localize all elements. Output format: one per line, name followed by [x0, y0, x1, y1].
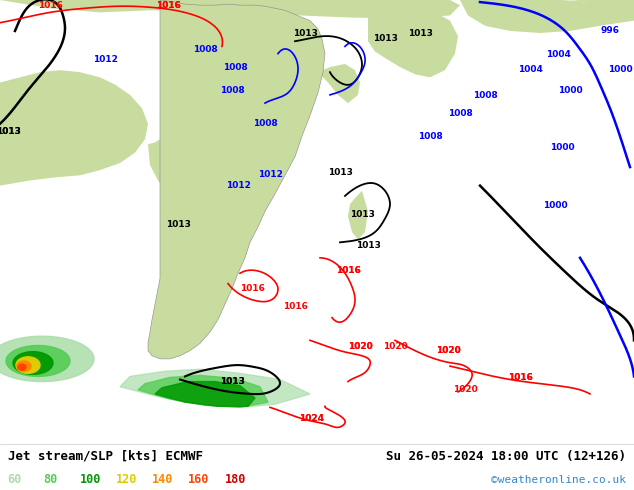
Text: 1012: 1012: [257, 171, 282, 179]
Text: 140: 140: [152, 473, 174, 486]
Text: 1013: 1013: [373, 34, 398, 43]
Polygon shape: [0, 336, 94, 382]
Text: 1016: 1016: [240, 284, 264, 293]
Text: 1008: 1008: [418, 132, 443, 141]
Text: 160: 160: [188, 473, 210, 486]
Text: 1008: 1008: [252, 119, 278, 128]
Polygon shape: [0, 0, 460, 19]
Text: 180: 180: [224, 473, 246, 486]
Text: 1013: 1013: [292, 29, 318, 38]
Text: 1008: 1008: [223, 63, 247, 72]
Text: 1013: 1013: [165, 220, 190, 229]
Polygon shape: [6, 345, 70, 376]
Text: 1013: 1013: [349, 210, 375, 219]
Polygon shape: [155, 382, 255, 406]
Polygon shape: [138, 375, 268, 407]
Text: 1016: 1016: [37, 1, 62, 10]
Text: 1013: 1013: [328, 169, 353, 177]
Polygon shape: [0, 70, 148, 186]
Polygon shape: [348, 191, 368, 239]
Polygon shape: [17, 361, 31, 371]
Text: 1008: 1008: [219, 86, 244, 95]
Text: 1016: 1016: [335, 266, 361, 275]
Polygon shape: [16, 357, 40, 373]
Text: Su 26-05-2024 18:00 UTC (12+126): Su 26-05-2024 18:00 UTC (12+126): [386, 450, 626, 463]
Text: 1020: 1020: [347, 342, 372, 350]
Text: 996: 996: [600, 26, 619, 35]
Text: 1013: 1013: [0, 127, 20, 136]
Text: 1020: 1020: [436, 346, 460, 355]
Text: 1008: 1008: [448, 108, 472, 118]
Text: 1020: 1020: [436, 346, 460, 355]
Text: 1013: 1013: [408, 29, 432, 38]
Polygon shape: [368, 0, 458, 77]
Polygon shape: [18, 364, 26, 370]
Text: 1024: 1024: [299, 414, 325, 423]
Text: 1016: 1016: [508, 372, 533, 382]
Text: 1016: 1016: [155, 1, 181, 10]
Text: 1020: 1020: [347, 342, 372, 350]
Polygon shape: [148, 136, 195, 201]
Text: 1012: 1012: [226, 181, 250, 190]
Text: 1013: 1013: [219, 377, 245, 386]
Text: 1013: 1013: [219, 377, 245, 386]
Text: 1000: 1000: [607, 65, 632, 74]
Text: ©weatheronline.co.uk: ©weatheronline.co.uk: [491, 475, 626, 485]
Text: 1012: 1012: [93, 55, 117, 64]
Text: 80: 80: [44, 473, 58, 486]
Text: 1016: 1016: [283, 302, 307, 311]
Text: 1016: 1016: [508, 372, 533, 382]
Text: 1008: 1008: [472, 91, 498, 100]
Text: 1016: 1016: [335, 266, 361, 275]
Text: 120: 120: [116, 473, 138, 486]
Polygon shape: [120, 369, 310, 407]
Text: 1004: 1004: [546, 49, 571, 59]
Text: 1004: 1004: [517, 65, 543, 74]
Text: 1008: 1008: [193, 45, 217, 53]
Text: 1020: 1020: [383, 342, 408, 350]
Text: 1000: 1000: [543, 201, 567, 210]
Text: 1013: 1013: [0, 127, 20, 136]
Polygon shape: [148, 0, 325, 359]
Text: 100: 100: [80, 473, 101, 486]
Text: 1000: 1000: [558, 86, 582, 95]
Text: 60: 60: [8, 473, 22, 486]
Polygon shape: [318, 64, 360, 103]
Text: 1024: 1024: [299, 414, 325, 423]
Text: 1013: 1013: [356, 241, 380, 249]
Polygon shape: [13, 352, 53, 374]
Text: 1016: 1016: [155, 1, 181, 10]
Text: 1020: 1020: [453, 385, 477, 394]
Polygon shape: [490, 0, 634, 16]
Polygon shape: [460, 0, 634, 33]
Text: Jet stream/SLP [kts] ECMWF: Jet stream/SLP [kts] ECMWF: [8, 450, 203, 463]
Text: 1000: 1000: [550, 143, 574, 151]
